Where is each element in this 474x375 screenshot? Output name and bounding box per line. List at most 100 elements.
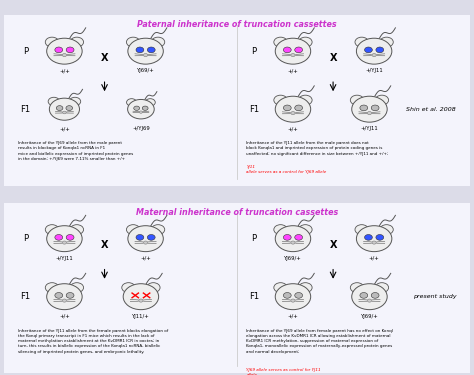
Circle shape [367, 299, 372, 302]
Circle shape [47, 226, 82, 252]
Circle shape [151, 37, 165, 47]
Circle shape [151, 225, 165, 234]
Circle shape [63, 111, 66, 114]
Circle shape [69, 97, 81, 106]
Text: P: P [251, 234, 256, 243]
Text: YJ11/+: YJ11/+ [132, 314, 150, 319]
Circle shape [291, 299, 295, 302]
Circle shape [283, 47, 291, 53]
Circle shape [55, 234, 63, 240]
Text: YJ69/+: YJ69/+ [137, 68, 155, 74]
Circle shape [127, 225, 140, 234]
Circle shape [367, 111, 372, 115]
FancyBboxPatch shape [1, 201, 473, 375]
Circle shape [299, 283, 312, 292]
Circle shape [356, 226, 392, 252]
Circle shape [146, 283, 160, 292]
Circle shape [48, 97, 60, 106]
Circle shape [136, 47, 144, 53]
Text: +/YJ11: +/YJ11 [361, 126, 378, 131]
Text: F1: F1 [249, 292, 259, 301]
Circle shape [275, 226, 310, 252]
Circle shape [70, 283, 83, 292]
Circle shape [355, 37, 368, 47]
Circle shape [372, 54, 376, 57]
Circle shape [371, 105, 379, 111]
Circle shape [291, 241, 295, 244]
Circle shape [142, 106, 148, 110]
Circle shape [128, 226, 164, 252]
Circle shape [355, 225, 368, 234]
Circle shape [46, 283, 59, 292]
Circle shape [127, 99, 137, 106]
Circle shape [66, 292, 74, 298]
Text: YJ69 allele serves as control for YJ11
allele.: YJ69 allele serves as control for YJ11 a… [246, 368, 321, 375]
Circle shape [145, 99, 155, 106]
Text: +/+: +/+ [288, 314, 298, 319]
Circle shape [376, 234, 383, 240]
Circle shape [127, 37, 140, 47]
Circle shape [274, 225, 287, 234]
Text: +/+: +/+ [59, 314, 70, 319]
Circle shape [62, 241, 66, 244]
Text: present study: present study [412, 294, 456, 299]
Text: Paternal inheritance of truncation cassettes: Paternal inheritance of truncation casse… [137, 21, 337, 30]
Circle shape [352, 284, 387, 310]
Circle shape [350, 95, 364, 105]
Text: Inheritance of the YJ69 allele from the male parent
results in blockage of KonqI: Inheritance of the YJ69 allele from the … [18, 141, 133, 161]
Text: Maternal inheritance of truncation cassettes: Maternal inheritance of truncation casse… [136, 208, 338, 217]
Circle shape [375, 283, 389, 292]
Circle shape [47, 284, 82, 310]
Text: Inheritance of the YJ11 allele from the male parent does not
block KonqIa1 and i: Inheritance of the YJ11 allele from the … [246, 141, 389, 156]
Text: Inheritance of the YJ69 allele from female parent has no effect on KonqI
elongat: Inheritance of the YJ69 allele from fema… [246, 329, 393, 354]
Circle shape [144, 54, 148, 57]
Circle shape [123, 284, 159, 310]
Text: P: P [23, 234, 28, 243]
Text: +/YJ69: +/YJ69 [132, 126, 150, 131]
Text: Shin et al. 2008: Shin et al. 2008 [407, 106, 456, 112]
Circle shape [365, 47, 373, 53]
Circle shape [299, 225, 312, 234]
Circle shape [356, 38, 392, 64]
Circle shape [147, 47, 155, 53]
Circle shape [360, 105, 368, 111]
Circle shape [46, 37, 59, 47]
Circle shape [380, 225, 393, 234]
Text: +/+: +/+ [288, 68, 298, 74]
Circle shape [139, 111, 143, 113]
Circle shape [291, 54, 295, 57]
Text: X: X [329, 240, 337, 250]
Text: F1: F1 [249, 105, 259, 114]
Circle shape [139, 299, 143, 302]
Circle shape [283, 105, 291, 111]
Text: X: X [101, 240, 108, 250]
Text: P: P [251, 46, 256, 56]
Circle shape [274, 37, 287, 47]
Text: +/YJ11: +/YJ11 [55, 256, 73, 261]
Circle shape [365, 234, 373, 240]
Circle shape [380, 37, 393, 47]
Circle shape [70, 225, 83, 234]
Circle shape [46, 225, 59, 234]
Circle shape [283, 234, 291, 240]
Circle shape [372, 241, 376, 244]
Circle shape [134, 106, 139, 110]
Text: F1: F1 [20, 105, 30, 114]
Circle shape [144, 241, 148, 244]
Circle shape [274, 283, 287, 292]
Circle shape [55, 292, 63, 298]
Circle shape [66, 234, 74, 240]
Circle shape [275, 38, 310, 64]
Circle shape [295, 234, 302, 240]
Circle shape [62, 299, 66, 302]
Circle shape [122, 283, 135, 292]
Circle shape [47, 38, 82, 64]
Circle shape [376, 47, 383, 53]
Circle shape [291, 111, 295, 115]
Circle shape [283, 292, 291, 298]
Text: Inheritance of the YJ11 allele from the female parent blocks elongation of
the K: Inheritance of the YJ11 allele from the … [18, 329, 168, 354]
Circle shape [147, 234, 155, 240]
Circle shape [350, 283, 364, 292]
Circle shape [275, 284, 310, 310]
Text: +/+: +/+ [288, 126, 298, 131]
